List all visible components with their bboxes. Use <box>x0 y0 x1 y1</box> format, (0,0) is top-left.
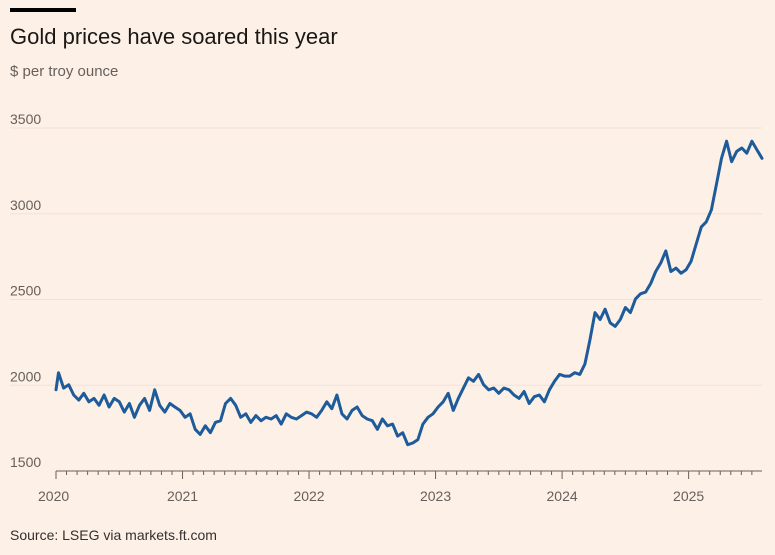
x-tick-label: 2020 <box>38 488 69 504</box>
y-tick-label: 2500 <box>10 283 41 299</box>
x-axis-ticks <box>55 471 753 479</box>
top-rule <box>10 8 76 12</box>
y-tick-label: 1500 <box>10 454 41 470</box>
source-note: Source: LSEG via markets.ft.com <box>10 527 217 543</box>
y-tick-label: 3500 <box>10 111 41 127</box>
chart-title: Gold prices have soared this year <box>10 24 338 49</box>
y-tick-label: 2000 <box>10 368 41 384</box>
x-tick-label: 2023 <box>420 488 451 504</box>
x-tick-label: 2024 <box>547 488 578 504</box>
x-tick-label: 2021 <box>167 488 198 504</box>
x-axis-labels: 2020 2021 2022 2023 2024 2025 <box>38 488 704 504</box>
y-tick-label: 3000 <box>10 197 41 213</box>
y-axis-labels: 1500 2000 2500 3000 3500 <box>10 111 41 470</box>
x-tick-label: 2025 <box>673 488 704 504</box>
x-tick-label: 2022 <box>293 488 324 504</box>
gridlines <box>10 127 762 472</box>
gold-price-line <box>54 139 764 447</box>
chart-subtitle: $ per troy ounce <box>10 63 119 80</box>
